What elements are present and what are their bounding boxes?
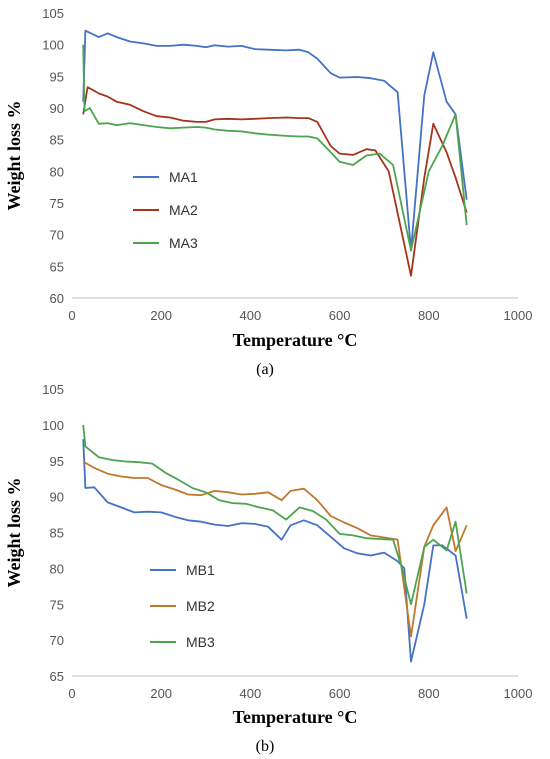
y-tick-label: 75 bbox=[50, 597, 64, 612]
x-tick-label: 200 bbox=[150, 308, 172, 323]
y-tick-label: 100 bbox=[42, 418, 64, 433]
x-axis-title: Temperature °C bbox=[233, 707, 358, 727]
y-axis-ticks: 65 70 75 80 85 90 95 100 105 bbox=[42, 382, 64, 684]
y-tick-label: 90 bbox=[50, 101, 64, 116]
chart-panel-b: 0 200 400 600 800 1000 65 70 75 80 85 90 95 100 105 M… bbox=[4, 382, 532, 755]
y-tick-label: 65 bbox=[50, 669, 64, 684]
chart-panel-a: 0 200 400 600 800 1000 60 65 70 75 80 85 90 95 100 105… bbox=[4, 6, 532, 378]
legend-label: MA2 bbox=[169, 202, 198, 218]
series-lines bbox=[82, 29, 468, 277]
series-line-mb2 bbox=[82, 461, 468, 638]
x-tick-label: 800 bbox=[418, 686, 440, 701]
x-tick-label: 0 bbox=[68, 686, 75, 701]
y-tick-label: 95 bbox=[50, 454, 64, 469]
y-tick-label: 90 bbox=[50, 490, 64, 505]
x-tick-label: 400 bbox=[240, 686, 262, 701]
panel-label: (a) bbox=[256, 361, 274, 378]
y-tick-label: 60 bbox=[50, 291, 64, 306]
series-line-ma2 bbox=[82, 86, 468, 277]
y-tick-label: 85 bbox=[50, 133, 64, 148]
legend-label: MA3 bbox=[169, 235, 198, 251]
x-tick-label: 400 bbox=[240, 308, 262, 323]
series-lines bbox=[82, 424, 468, 663]
legend-label: MB3 bbox=[186, 634, 215, 650]
x-tick-label: 0 bbox=[68, 308, 75, 323]
legend-label: MA1 bbox=[169, 169, 198, 185]
y-tick-label: 75 bbox=[50, 196, 64, 211]
y-tick-label: 70 bbox=[50, 228, 64, 243]
panel-label: (b) bbox=[256, 738, 275, 755]
x-tick-label: 600 bbox=[329, 308, 351, 323]
y-tick-label: 95 bbox=[50, 69, 64, 84]
x-axis-ticks: 0 200 400 600 800 1000 bbox=[68, 308, 532, 323]
y-tick-label: 105 bbox=[42, 382, 64, 397]
legend-label: MB1 bbox=[186, 562, 215, 578]
x-tick-label: 1000 bbox=[504, 308, 533, 323]
x-axis-ticks: 0 200 400 600 800 1000 bbox=[68, 686, 532, 701]
x-tick-label: 800 bbox=[418, 308, 440, 323]
x-axis-title: Temperature °C bbox=[233, 330, 358, 350]
y-tick-label: 65 bbox=[50, 259, 64, 274]
y-axis-title: Weight loss % bbox=[4, 100, 24, 210]
series-line-mb1 bbox=[82, 439, 468, 663]
series-line-ma1 bbox=[82, 29, 468, 252]
y-tick-label: 70 bbox=[50, 633, 64, 648]
series-line-ma3 bbox=[82, 44, 468, 252]
x-tick-label: 1000 bbox=[504, 686, 533, 701]
y-axis-title: Weight loss % bbox=[4, 477, 24, 587]
y-tick-label: 100 bbox=[42, 38, 64, 53]
y-tick-label: 80 bbox=[50, 561, 64, 576]
legend: MB1 MB2 MB3 bbox=[150, 562, 215, 650]
y-axis-ticks: 60 65 70 75 80 85 90 95 100 105 bbox=[42, 6, 64, 306]
y-tick-label: 85 bbox=[50, 526, 64, 541]
y-tick-label: 80 bbox=[50, 164, 64, 179]
y-tick-label: 105 bbox=[42, 6, 64, 21]
series-line-mb3 bbox=[82, 424, 468, 606]
x-tick-label: 200 bbox=[150, 686, 172, 701]
legend-label: MB2 bbox=[186, 598, 215, 614]
x-tick-label: 600 bbox=[329, 686, 351, 701]
legend: MA1 MA2 MA3 bbox=[133, 169, 198, 251]
